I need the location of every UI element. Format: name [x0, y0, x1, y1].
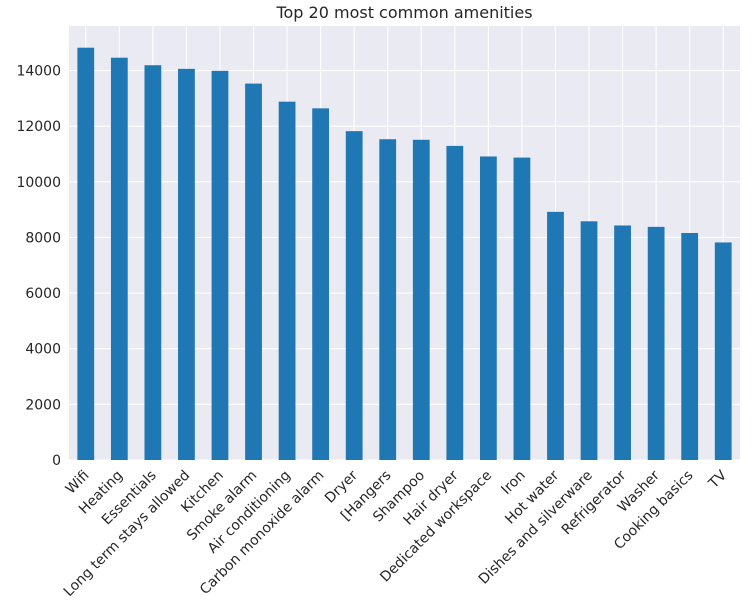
bar — [178, 68, 195, 460]
chart-title: Top 20 most common amenities — [275, 3, 532, 22]
bar — [77, 47, 95, 460]
bar — [345, 131, 363, 460]
bar — [245, 83, 262, 460]
y-tick-label: 2000 — [25, 397, 61, 413]
bar — [580, 221, 598, 460]
bar — [379, 139, 397, 460]
bar — [479, 156, 497, 460]
bar — [278, 101, 296, 461]
bar — [714, 242, 732, 460]
bar — [547, 211, 564, 460]
bar — [647, 226, 665, 460]
y-tick-label: 8000 — [25, 230, 61, 246]
y-tick-label: 14000 — [16, 64, 61, 80]
bar — [211, 70, 229, 461]
bars — [77, 47, 732, 461]
y-tick-label: 4000 — [25, 342, 61, 358]
bar — [412, 139, 430, 461]
y-tick-label: 10000 — [16, 175, 61, 191]
bar — [446, 145, 464, 460]
y-tick-label: 0 — [52, 453, 61, 469]
y-axis-ticks: 0 2000 4000 6000 8000 10000 12000 14000 — [16, 64, 61, 469]
bar — [110, 57, 128, 460]
bar — [681, 232, 699, 460]
bar — [513, 157, 531, 461]
y-tick-label: 6000 — [25, 286, 61, 302]
x-tick-label: TV — [705, 467, 730, 492]
bar — [614, 225, 631, 460]
bar — [312, 108, 330, 460]
plot-background — [69, 26, 740, 460]
y-tick-label: 12000 — [16, 119, 61, 135]
bar — [144, 65, 162, 460]
